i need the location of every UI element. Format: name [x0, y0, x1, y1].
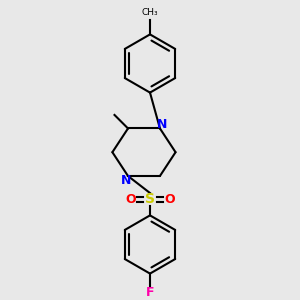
- Text: S: S: [145, 192, 155, 206]
- Text: N: N: [121, 175, 131, 188]
- Text: CH₃: CH₃: [142, 8, 158, 17]
- Text: O: O: [164, 193, 175, 206]
- Text: O: O: [125, 193, 136, 206]
- Text: F: F: [146, 286, 154, 298]
- Text: N: N: [157, 118, 167, 131]
